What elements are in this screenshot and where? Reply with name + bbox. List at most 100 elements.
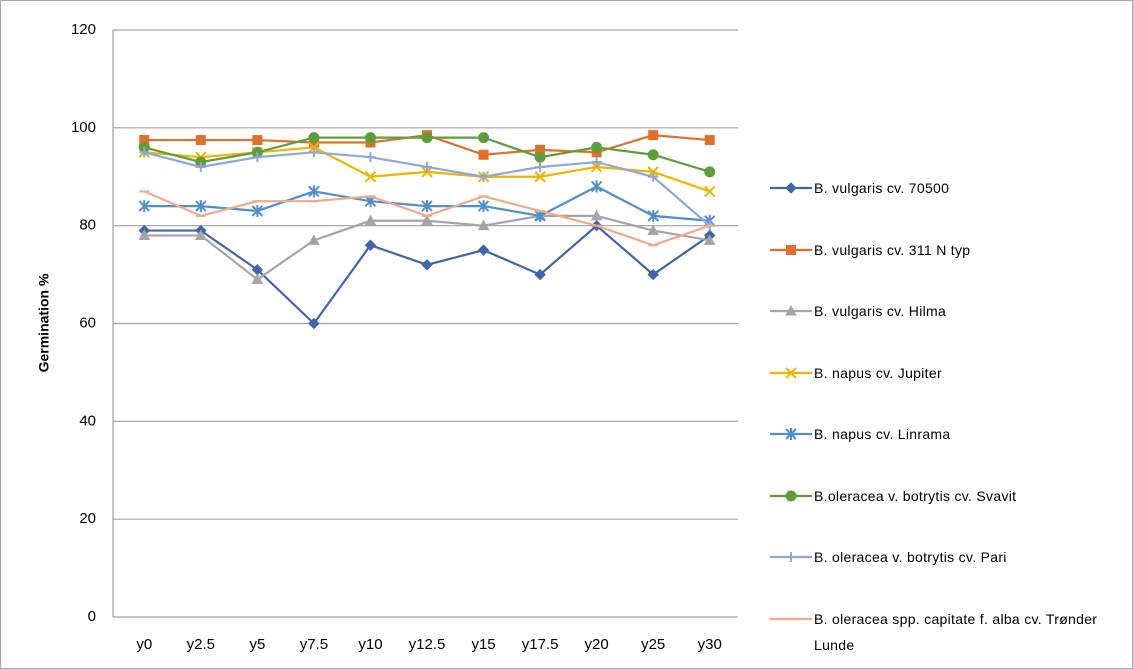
marker xyxy=(590,209,603,221)
marker xyxy=(590,180,603,193)
marker xyxy=(704,135,715,146)
marker xyxy=(785,182,797,194)
marker xyxy=(195,161,206,172)
legend-entry: B. oleracea v. botrytis cv. Pari xyxy=(768,544,1118,570)
marker xyxy=(195,135,206,146)
x-tick-label: y15 xyxy=(471,636,495,653)
legend-swatch xyxy=(770,552,812,562)
marker xyxy=(477,200,490,213)
marker xyxy=(308,147,319,158)
x-tick-label: y5 xyxy=(249,636,265,653)
marker xyxy=(704,185,716,198)
marker xyxy=(478,132,490,144)
marker xyxy=(534,151,546,163)
legend-entry: B. vulgaris cv. 70500 xyxy=(768,175,1118,201)
y-tick-label: 40 xyxy=(79,412,96,429)
legend-entry: B. vulgaris cv. 311 N typ xyxy=(768,237,1118,263)
x-tick-label: y0 xyxy=(136,636,152,653)
marker xyxy=(648,130,659,141)
marker xyxy=(534,171,546,183)
marker xyxy=(786,244,796,255)
marker xyxy=(647,149,659,161)
y-tick-label: 100 xyxy=(71,119,96,136)
legend-swatch xyxy=(770,428,812,440)
legend-label: B. vulgaris cv. 70500 xyxy=(814,180,950,196)
legend-entry: B. napus cv. Jupiter xyxy=(768,360,1118,386)
legend-label: B.oleracea v. botrytis cv. Svavit xyxy=(814,487,1017,504)
legend-label: B. vulgaris cv. Hilma xyxy=(814,303,947,319)
marker xyxy=(648,171,659,182)
marker xyxy=(252,135,263,146)
legend-label: B. vulgaris cv. 311 N typ xyxy=(814,241,971,258)
legend-label: B. oleracea spp. capitate f. alba cv. Tr… xyxy=(814,610,1098,653)
marker xyxy=(421,259,433,271)
x-tick-label: y7.5 xyxy=(300,636,328,653)
marker xyxy=(364,214,377,226)
marker xyxy=(308,317,320,330)
marker xyxy=(478,171,489,182)
marker xyxy=(785,428,797,440)
legend-swatch xyxy=(770,617,812,620)
marker xyxy=(647,224,660,236)
marker xyxy=(703,234,716,245)
marker xyxy=(251,273,264,284)
x-tick-label: y12.5 xyxy=(409,636,446,653)
marker xyxy=(704,166,716,178)
y-tick-label: 20 xyxy=(79,510,96,527)
marker xyxy=(535,161,546,172)
marker xyxy=(478,149,489,160)
marker xyxy=(308,185,320,198)
legend-swatch xyxy=(770,182,812,194)
y-tick-label: 120 xyxy=(71,21,96,38)
marker xyxy=(364,171,377,183)
marker xyxy=(421,214,433,226)
legend-swatch xyxy=(770,244,812,255)
marker xyxy=(138,200,150,213)
marker xyxy=(785,490,797,501)
x-tick-label: y17.5 xyxy=(522,636,559,653)
y-axis-title: Germination % xyxy=(36,273,52,372)
marker xyxy=(647,209,659,222)
marker xyxy=(534,268,546,281)
marker xyxy=(364,239,377,251)
legend-swatch xyxy=(770,366,812,379)
marker xyxy=(477,244,490,256)
x-tick-label: y25 xyxy=(641,636,665,653)
marker xyxy=(785,304,797,316)
marker xyxy=(252,152,263,163)
x-tick-label: y2.5 xyxy=(187,636,215,653)
marker xyxy=(422,161,432,172)
legend-label: B. napus cv. Linrama xyxy=(814,426,951,442)
y-tick-label: 80 xyxy=(79,217,96,234)
legend-entry: B. vulgaris cv. Hilma xyxy=(768,298,1118,324)
marker xyxy=(364,132,376,144)
marker xyxy=(194,229,207,240)
marker xyxy=(786,552,796,562)
marker xyxy=(785,366,797,379)
legend-entry: B. oleracea spp. capitate f. alba cv. Tr… xyxy=(768,606,1118,658)
y-tick-label: 60 xyxy=(79,314,96,331)
legend-entry: B.oleracea v. botrytis cv. Svavit xyxy=(768,483,1118,509)
marker xyxy=(251,204,264,217)
marker xyxy=(139,147,150,158)
marker xyxy=(195,200,207,213)
y-tick-label: 0 xyxy=(88,608,96,625)
marker xyxy=(647,268,659,281)
marker xyxy=(365,152,376,163)
marker xyxy=(421,200,433,213)
marker xyxy=(591,141,603,153)
marker xyxy=(308,234,320,245)
legend-label: B. napus cv. Jupiter xyxy=(814,364,942,381)
legend-label: B. oleracea v. botrytis cv. Pari xyxy=(814,549,1007,565)
x-tick-label: y10 xyxy=(358,636,382,653)
x-tick-label: y20 xyxy=(585,636,609,653)
legend-entry: B. napus cv. Linrama xyxy=(768,421,1118,447)
marker xyxy=(308,132,320,144)
marker xyxy=(421,132,433,144)
legend-swatch xyxy=(770,304,812,316)
marker xyxy=(477,219,490,231)
marker xyxy=(591,157,602,168)
